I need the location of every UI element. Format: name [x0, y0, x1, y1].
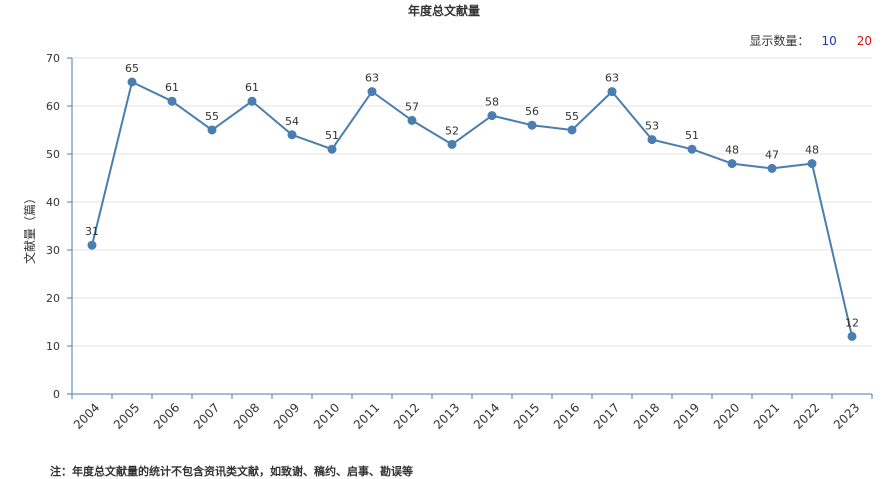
data-point[interactable] — [207, 125, 217, 135]
display-20-option[interactable]: 20 — [856, 33, 872, 48]
y-tick-label: 30 — [46, 244, 60, 257]
display-count-controls: 显示数量： 10 20 — [749, 32, 872, 49]
data-label: 57 — [405, 100, 419, 113]
y-tick-label: 50 — [46, 148, 60, 161]
x-tick-label: 2009 — [271, 400, 302, 431]
x-tick-label: 2011 — [351, 400, 382, 431]
data-point[interactable] — [367, 87, 377, 97]
x-tick-label: 2017 — [591, 400, 622, 431]
x-tick-label: 2020 — [711, 400, 742, 431]
data-point[interactable] — [247, 96, 257, 106]
x-tick-label: 2016 — [551, 400, 582, 431]
data-point[interactable] — [647, 135, 657, 145]
data-label: 55 — [565, 110, 579, 123]
data-label: 52 — [445, 124, 459, 137]
data-label: 61 — [165, 81, 179, 94]
x-tick-label: 2021 — [751, 400, 782, 431]
x-tick-label: 2007 — [191, 400, 222, 431]
x-tick-label: 2018 — [631, 400, 662, 431]
data-points — [87, 77, 857, 341]
chart-title: 年度总文献量 — [407, 4, 480, 18]
data-point[interactable] — [167, 96, 177, 106]
data-label: 55 — [205, 110, 219, 123]
x-tick-label: 2022 — [791, 400, 822, 431]
x-tick-label: 2023 — [831, 400, 862, 431]
x-tick-label: 2015 — [511, 400, 542, 431]
data-label: 58 — [485, 96, 499, 109]
x-tick-label: 2014 — [471, 400, 502, 431]
data-label: 54 — [285, 115, 299, 128]
grid-lines — [72, 57, 872, 347]
data-label: 56 — [525, 105, 539, 118]
data-point[interactable] — [447, 139, 457, 149]
data-label: 12 — [845, 316, 859, 329]
data-label: 48 — [805, 144, 819, 157]
data-point[interactable] — [847, 331, 857, 341]
y-tick-label: 60 — [46, 100, 60, 113]
x-tick-label: 2006 — [151, 400, 182, 431]
data-point[interactable] — [727, 159, 737, 169]
data-label: 48 — [725, 144, 739, 157]
y-tick-label: 10 — [46, 340, 60, 353]
data-point[interactable] — [767, 163, 777, 173]
data-point[interactable] — [127, 77, 137, 87]
data-point[interactable] — [487, 111, 497, 121]
x-tick-label: 2004 — [71, 400, 102, 431]
series-line — [91, 81, 853, 337]
footnote: 注：年度总文献量的统计不包含资讯类文献，如致谢、稿约、启事、勘误等 — [50, 465, 413, 478]
y-tick-label: 40 — [46, 196, 60, 209]
y-tick-label: 0 — [53, 388, 60, 401]
data-label: 63 — [605, 72, 619, 85]
data-label: 47 — [765, 148, 779, 161]
x-tick-label: 2013 — [431, 400, 462, 431]
data-point[interactable] — [327, 144, 337, 154]
data-label: 63 — [365, 72, 379, 85]
data-point[interactable] — [407, 115, 417, 125]
axes: 0 10 20 30 40 50 60 70 2004 2005 2006 2007 2008 2009 2… — [46, 52, 873, 432]
x-tick-label: 2019 — [671, 400, 702, 431]
data-label: 53 — [645, 120, 659, 133]
data-label: 51 — [685, 129, 699, 142]
y-tick-label: 70 — [46, 52, 60, 65]
data-label: 61 — [245, 81, 259, 94]
data-point[interactable] — [567, 125, 577, 135]
data-point[interactable] — [87, 240, 97, 250]
x-tick-label: 2008 — [231, 400, 262, 431]
y-tick-label: 20 — [46, 292, 60, 305]
series-line-path — [91, 81, 853, 337]
display-10-option[interactable]: 10 — [821, 33, 837, 48]
data-label: 51 — [325, 129, 339, 142]
data-labels: 31 65 61 55 61 54 51 63 57 52 58 56 55 63 53 51 48 47 48 12 — [85, 62, 859, 329]
data-point[interactable] — [287, 130, 297, 140]
x-tick-label: 2005 — [111, 400, 142, 431]
data-point[interactable] — [687, 144, 697, 154]
data-label: 31 — [85, 225, 99, 238]
x-tick-label: 2012 — [391, 400, 422, 431]
data-label: 65 — [125, 62, 139, 75]
data-point[interactable] — [527, 120, 537, 130]
y-axis-label: 文献量（篇） — [22, 192, 37, 264]
data-point[interactable] — [607, 87, 617, 97]
data-point[interactable] — [807, 159, 817, 169]
display-count-label: 显示数量： — [749, 34, 810, 48]
x-tick-label: 2010 — [311, 400, 342, 431]
